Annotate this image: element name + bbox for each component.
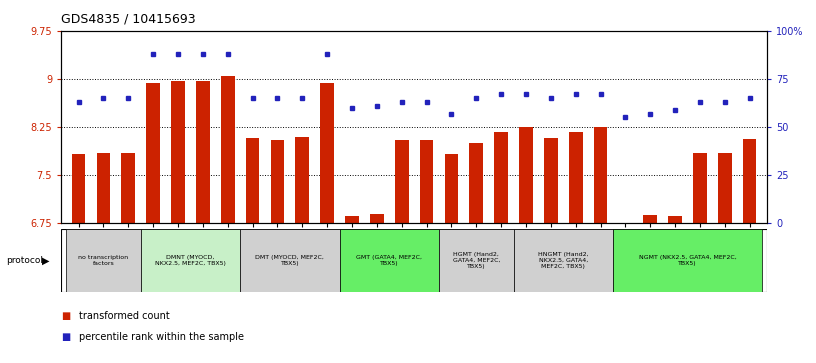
Bar [445,154,459,223]
FancyBboxPatch shape [513,229,613,292]
Bar [196,81,210,223]
Bar [668,216,682,223]
Bar [246,138,259,223]
FancyBboxPatch shape [439,229,513,292]
FancyBboxPatch shape [140,229,240,292]
Bar [693,153,707,223]
Text: HNGMT (Hand2,
NKX2.5, GATA4,
MEF2C, TBX5): HNGMT (Hand2, NKX2.5, GATA4, MEF2C, TBX5… [538,252,588,269]
Text: GDS4835 / 10415693: GDS4835 / 10415693 [61,13,196,26]
Text: protocol: protocol [7,256,43,265]
FancyBboxPatch shape [66,229,140,292]
Bar [643,215,657,223]
Bar [345,216,359,223]
Bar [221,76,234,223]
Text: HGMT (Hand2,
GATA4, MEF2C,
TBX5): HGMT (Hand2, GATA4, MEF2C, TBX5) [453,252,500,269]
Text: no transcription
factors: no transcription factors [78,255,128,266]
Bar [295,137,309,223]
Bar [743,139,756,223]
Bar [370,214,384,223]
Text: percentile rank within the sample: percentile rank within the sample [79,332,244,342]
Bar [271,140,284,223]
Text: GMT (GATA4, MEF2C,
TBX5): GMT (GATA4, MEF2C, TBX5) [357,255,422,266]
Text: ■: ■ [61,311,70,321]
Bar [569,131,583,223]
Bar [494,131,508,223]
Bar [146,83,160,223]
Bar [519,127,533,223]
Bar [122,153,135,223]
Bar [469,143,483,223]
Text: DMNT (MYOCD,
NKX2.5, MEF2C, TBX5): DMNT (MYOCD, NKX2.5, MEF2C, TBX5) [155,255,226,266]
Text: ■: ■ [61,332,70,342]
Bar [96,153,110,223]
Bar [619,223,632,227]
Bar [718,153,732,223]
Bar [419,140,433,223]
FancyBboxPatch shape [240,229,339,292]
FancyBboxPatch shape [613,229,762,292]
Text: DMT (MYOCD, MEF2C,
TBX5): DMT (MYOCD, MEF2C, TBX5) [255,255,324,266]
Bar [594,127,607,223]
Bar [544,138,557,223]
Text: ▶: ▶ [42,256,50,265]
Bar [395,140,409,223]
Text: transformed count: transformed count [79,311,170,321]
FancyBboxPatch shape [339,229,439,292]
Bar [171,81,185,223]
Bar [72,154,86,223]
Bar [321,83,334,223]
Text: NGMT (NKX2.5, GATA4, MEF2C,
TBX5): NGMT (NKX2.5, GATA4, MEF2C, TBX5) [639,255,736,266]
